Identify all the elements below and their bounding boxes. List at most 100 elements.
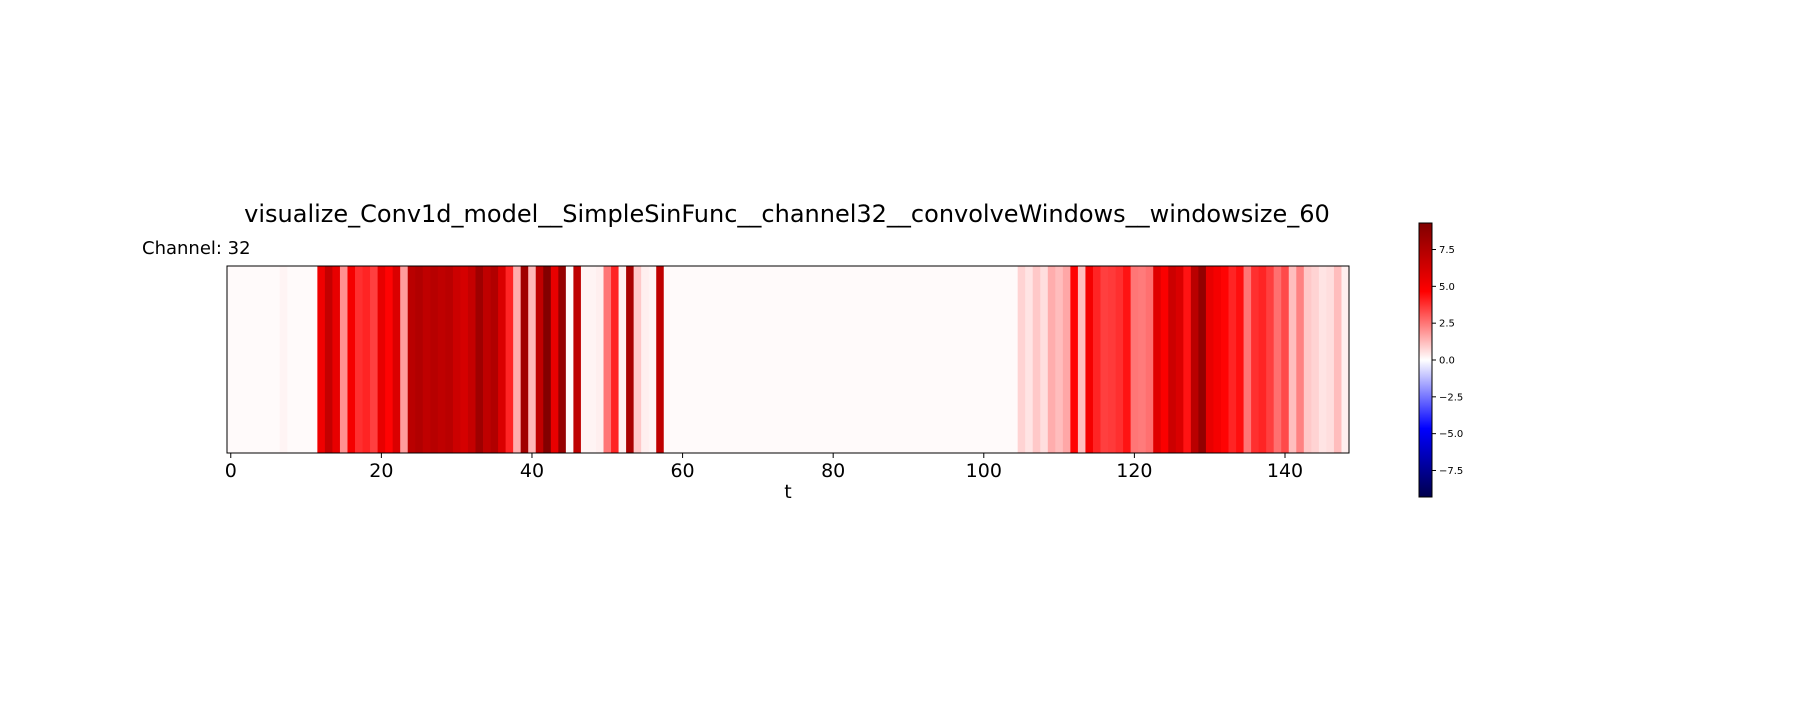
heatmap-cell [919,266,928,453]
colorbar-tick-label: 7.5 [1439,245,1455,256]
heatmap-cell [671,266,680,453]
heatmap-cell [663,266,672,453]
heatmap-cell [1040,266,1049,453]
heatmap-cell [1266,266,1275,453]
heatmap-cell [806,266,815,453]
heatmap-cell [754,266,763,453]
heatmap-cell [731,266,740,453]
heatmap-cell [279,266,288,453]
heatmap-cell [294,266,303,453]
x-tick-label: 120 [1116,460,1152,482]
heatmap-cell [942,266,951,453]
heatmap-cell [332,266,341,453]
heatmap-cell [867,266,875,453]
heatmap-cell [949,266,958,453]
heatmap-cell [1296,266,1305,453]
heatmap-cell [422,266,431,453]
heatmap-cell [626,266,635,453]
heatmap-cell [324,266,333,453]
heatmap-cell [678,266,687,453]
heatmap-cell [1092,266,1101,453]
heatmap-cell [1032,266,1041,453]
heatmap-cell [964,266,973,453]
heatmap-cell [1153,266,1162,453]
heatmap-cell [1198,266,1207,453]
heatmap-cell [1108,266,1116,453]
heatmap-cell [821,266,830,453]
heatmap-cell [1303,266,1312,453]
heatmap-cell [776,266,785,453]
heatmap-cell [1273,266,1282,453]
heatmap-cell [490,266,499,453]
heatmap-cell [302,266,311,453]
heatmap-cell [987,266,996,453]
heatmap-cell [1228,266,1237,453]
heatmap-cell [287,266,296,453]
heatmap-cell [535,266,544,453]
heatmap-cell [746,266,755,453]
colorbar-ticks: −7.5 −5.0 −2.5 0.0 2.5 5.0 7.5 [1432,245,1463,477]
heatmap-cell [385,266,394,453]
x-tick-label: 100 [966,460,1002,482]
heatmap-cell [528,266,537,453]
heatmap-cell [249,266,258,453]
plot-frame [226,265,1350,454]
heatmap-cell [445,266,454,453]
colorbar-tick-label: 5.0 [1439,282,1455,293]
heatmap-cells [227,266,1350,453]
colorbar-tick-label: −7.5 [1439,466,1463,477]
heatmap-cell [995,266,1004,453]
heatmap-cell [550,266,559,453]
heatmap-cell [1138,266,1147,453]
heatmap-cell [1002,266,1011,453]
heatmap-cell [1183,266,1192,453]
heatmap-cell [467,266,476,453]
heatmap-cell [1145,266,1154,453]
heatmap-cell [701,266,710,453]
heatmap-cell [1190,266,1199,453]
colorbar-tick-label: −5.0 [1439,429,1463,440]
heatmap-cell [1258,266,1267,453]
heatmap-cell [1168,266,1177,453]
heatmap-cell [1288,266,1297,453]
heatmap-cell [761,266,770,453]
heatmap-cell [889,266,898,453]
heatmap-cell [355,266,363,453]
heatmap-cell [1055,266,1064,453]
heatmap-cell [573,266,582,453]
heatmap-cell [317,266,326,453]
heatmap-cell [927,266,936,453]
heatmap-cell [437,266,446,453]
colorbar-tick-label: −2.5 [1439,392,1463,403]
heatmap-cell [859,266,868,453]
x-axis-ticks: 0 20 40 60 80 100 120 140 [225,453,1303,482]
heatmap-cell [633,266,642,453]
heatmap-cell [972,266,981,453]
x-axis-label: t [784,481,791,503]
heatmap-cell [498,266,507,453]
heatmap-cell [1251,266,1260,453]
heatmap-cell [1205,266,1214,453]
heatmap-cell [957,266,966,453]
heatmap-cell [565,266,574,453]
heatmap-cell [829,266,838,453]
heatmap-cell [708,266,717,453]
heatmap-cell [430,266,439,453]
heatmap-cell [1010,266,1019,453]
heatmap-cell [1220,266,1229,453]
heatmap-cell [339,266,348,453]
heatmap-cell [264,266,273,453]
heatmap-cell [611,266,619,453]
heatmap-cell [739,266,747,453]
heatmap-cell [309,266,318,453]
heatmap-cell [904,266,913,453]
heatmap-cell [234,266,243,453]
heatmap-cell [407,266,416,453]
x-tick-label: 20 [369,460,393,482]
heatmap-cell [513,266,522,453]
heatmap-cell [648,266,657,453]
heatmap-cell [580,266,589,453]
heatmap-cell [693,266,702,453]
x-tick-label: 40 [520,460,544,482]
heatmap-cell [1341,266,1350,453]
